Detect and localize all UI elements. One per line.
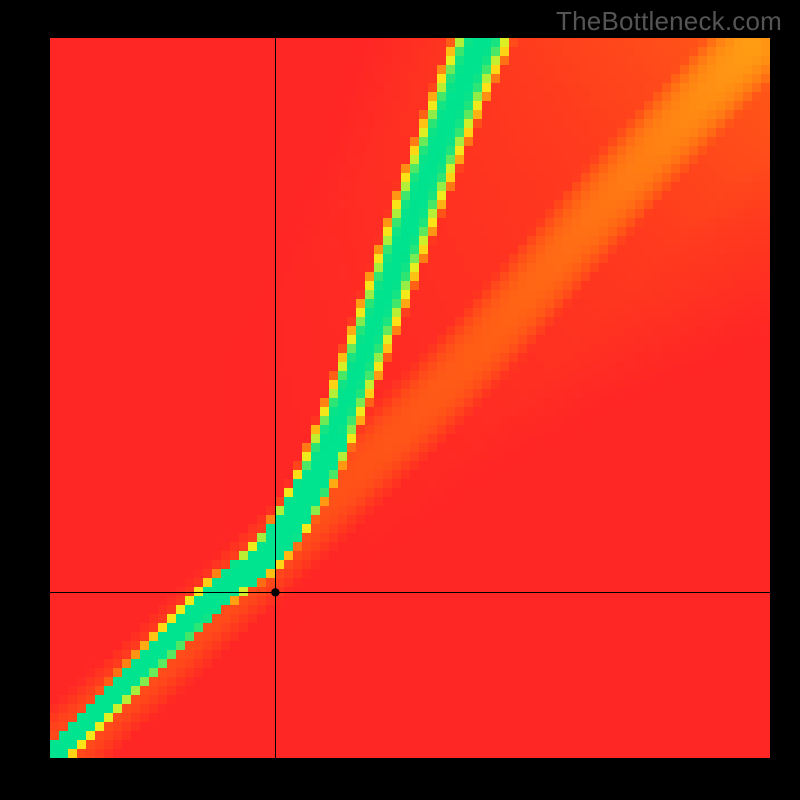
chart-container: TheBottleneck.com (0, 0, 800, 800)
crosshair-overlay (50, 38, 770, 758)
watermark-text: TheBottleneck.com (556, 6, 782, 37)
